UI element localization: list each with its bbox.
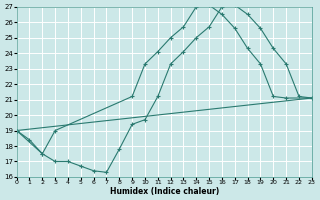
X-axis label: Humidex (Indice chaleur): Humidex (Indice chaleur) bbox=[110, 187, 219, 196]
